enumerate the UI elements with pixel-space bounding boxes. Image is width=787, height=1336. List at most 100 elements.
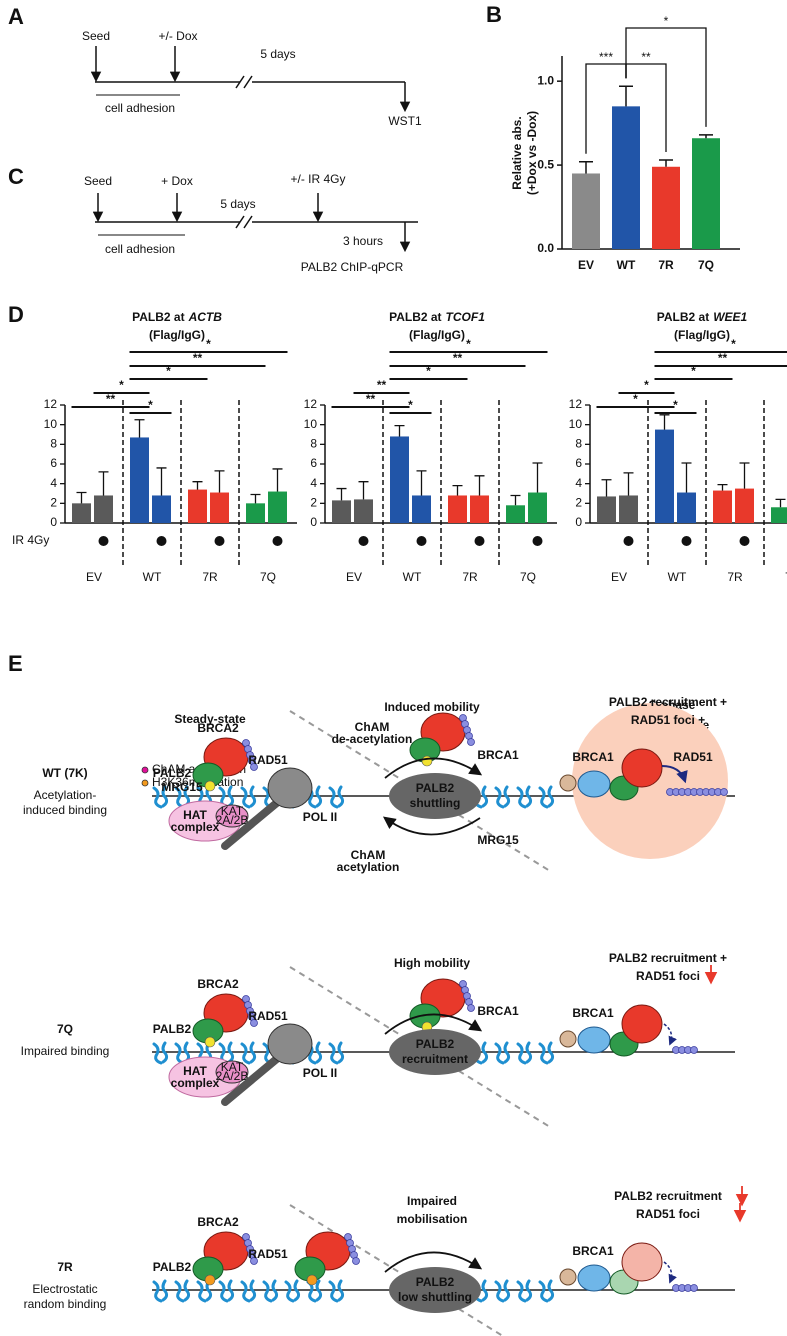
flow-arrow bbox=[384, 1251, 483, 1273]
bar bbox=[246, 503, 265, 523]
nucleosome bbox=[494, 1041, 511, 1065]
brca1-protein bbox=[577, 1026, 611, 1054]
treatment-dot bbox=[623, 536, 634, 546]
rad51-arrow bbox=[663, 1023, 677, 1046]
hub-label: PALB2 bbox=[416, 1037, 455, 1051]
protein-label: 2A/2B bbox=[216, 1069, 249, 1083]
y-tick-label: 0 bbox=[310, 515, 317, 529]
y-tick-label: 8 bbox=[575, 437, 582, 451]
significance-label: ** bbox=[106, 392, 116, 406]
y-tick-label: 6 bbox=[50, 456, 57, 470]
timeline-label: 5 days bbox=[220, 197, 255, 211]
nucleosome bbox=[240, 1041, 257, 1065]
nucleosome bbox=[328, 785, 345, 809]
chart-subtitle: (Flag/IgG) bbox=[674, 328, 730, 342]
error-bar bbox=[717, 484, 728, 491]
treatment-dot bbox=[214, 536, 225, 546]
error-bar bbox=[336, 487, 347, 501]
error-bar bbox=[250, 493, 261, 504]
error-bar bbox=[579, 160, 593, 174]
bar bbox=[448, 495, 467, 523]
x-tick-label: WT bbox=[403, 570, 422, 584]
error-bar bbox=[659, 414, 670, 430]
palb2-tag bbox=[306, 1274, 318, 1286]
bar bbox=[572, 173, 600, 249]
nucleosome bbox=[328, 1279, 345, 1303]
y-tick-label: 8 bbox=[50, 437, 57, 451]
error-bar bbox=[98, 471, 109, 496]
chart-title: PALB2 at TCOF1 bbox=[389, 310, 485, 324]
significance-label: ** bbox=[366, 392, 376, 406]
timeline-label: +/- Dox bbox=[158, 29, 197, 43]
significance-label: ** bbox=[193, 351, 203, 365]
mobility-label: mobilisation bbox=[397, 1212, 468, 1226]
palb2-tag bbox=[204, 1036, 216, 1048]
bar bbox=[612, 106, 640, 249]
error-bar bbox=[601, 479, 612, 497]
y-tick-label: 10 bbox=[44, 417, 58, 431]
nucleosome bbox=[152, 1041, 169, 1065]
panel-label: C bbox=[8, 164, 24, 189]
chart-title-part: PALB2 at bbox=[389, 310, 441, 324]
error-bar bbox=[739, 462, 750, 489]
hub-label: low shuttling bbox=[398, 1290, 472, 1304]
nucleosome bbox=[152, 785, 169, 809]
line bbox=[235, 215, 245, 229]
nucleosome bbox=[494, 785, 511, 809]
row-description: induced binding bbox=[23, 803, 107, 817]
x-tick-label: EV bbox=[611, 570, 627, 584]
palb2-tag bbox=[204, 1274, 216, 1286]
x-tick-label: 7R bbox=[462, 570, 478, 584]
brca2-protein bbox=[621, 1004, 663, 1044]
x-tick-label: 7Q bbox=[785, 570, 787, 584]
row-description: Acetylation- bbox=[34, 788, 97, 802]
y-tick-label: 0 bbox=[575, 515, 582, 529]
y-axis-label: Relative abs. bbox=[510, 116, 524, 189]
hub-label: PALB2 bbox=[416, 781, 455, 795]
bar bbox=[72, 503, 91, 523]
protein-label: POL II bbox=[303, 810, 337, 824]
flow-arrow bbox=[384, 757, 483, 779]
process-label: de-acetylation bbox=[332, 732, 413, 746]
panel-label: A bbox=[8, 4, 24, 29]
row-description: Electrostatic bbox=[32, 1282, 97, 1296]
x-tick-label: WT bbox=[617, 258, 636, 272]
panel-label: B bbox=[486, 2, 502, 27]
nucleosome bbox=[174, 1279, 191, 1303]
outcome-label: PALB2 recruitment bbox=[614, 1189, 722, 1203]
flow-arrow bbox=[382, 816, 481, 836]
protein-label: HAT bbox=[183, 1064, 207, 1078]
y-tick-label: 12 bbox=[44, 397, 58, 411]
error-bar bbox=[681, 462, 692, 493]
rad51-unit bbox=[720, 788, 728, 796]
treatment-dot bbox=[681, 536, 692, 546]
rad51-unit bbox=[467, 1004, 475, 1012]
error-bar bbox=[416, 470, 427, 496]
mobility-label: Impaired bbox=[407, 1194, 457, 1208]
bar bbox=[412, 495, 431, 523]
protein-label: PALB2 bbox=[153, 766, 192, 780]
pol-ii bbox=[267, 1023, 313, 1065]
treatment-dot bbox=[358, 536, 369, 546]
y-tick-label: 10 bbox=[304, 417, 318, 431]
significance-label: * bbox=[206, 337, 211, 351]
row-description: Impaired binding bbox=[21, 1044, 110, 1058]
protein-label: HAT bbox=[183, 808, 207, 822]
bar bbox=[268, 491, 287, 523]
bar bbox=[692, 138, 720, 249]
process-label: acetylation bbox=[337, 860, 400, 874]
bar bbox=[354, 499, 373, 523]
y-tick-label: 2 bbox=[575, 496, 582, 510]
bar bbox=[652, 166, 680, 249]
x-tick-label: 7R bbox=[202, 570, 218, 584]
section-header: Steady-state bbox=[174, 712, 246, 726]
significance-label: * bbox=[673, 398, 678, 412]
legend-marker bbox=[141, 779, 149, 787]
timeline-label: 3 hours bbox=[343, 234, 383, 248]
pol-ii-tail bbox=[221, 1048, 289, 1106]
nucleosome bbox=[218, 1279, 235, 1303]
nucleosome bbox=[516, 1041, 533, 1065]
significance-label: * bbox=[119, 378, 124, 392]
protein-label: BRCA1 bbox=[572, 750, 614, 764]
